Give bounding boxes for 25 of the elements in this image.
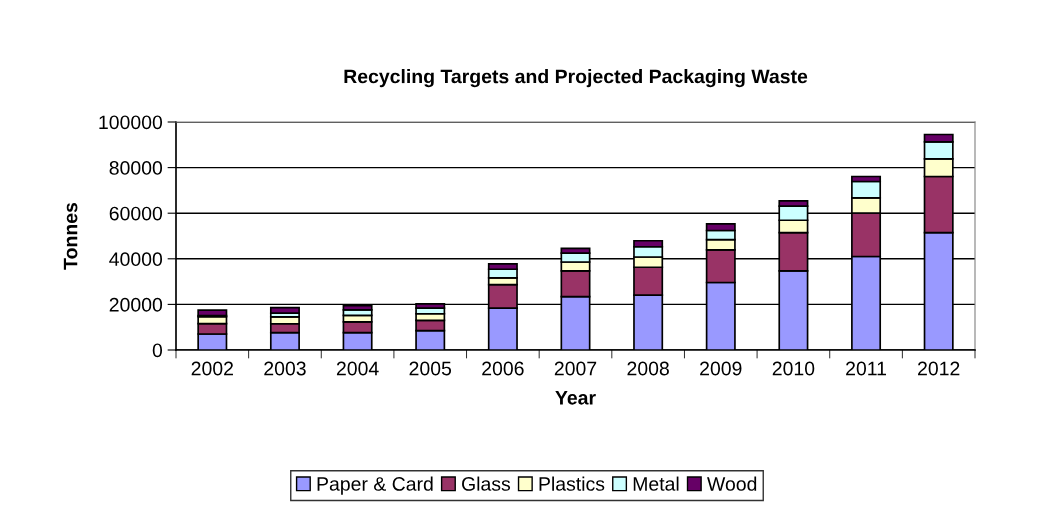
legend-label: Paper & Card: [317, 476, 433, 495]
x-tick-label: 2012: [918, 361, 960, 376]
y-tick-label: 20000: [109, 297, 163, 312]
y-tick-label: 80000: [109, 161, 163, 175]
x-tick-label: 2007: [554, 361, 597, 376]
x-tick-label: 2003: [264, 361, 306, 376]
x-tick-label: 2006: [482, 361, 524, 376]
x-tick-label: 2004: [336, 361, 379, 376]
chart-title: Recycling Targets and Projected Packaging Waste: [344, 69, 808, 88]
x-tick-label: 2002: [191, 361, 233, 376]
x-tick-label: 2011: [846, 361, 887, 376]
y-tick-label: 60000: [109, 206, 163, 221]
x-axis-title: Year: [555, 391, 596, 405]
x-tick-label: 2005: [409, 361, 452, 376]
x-tick-label: 2009: [700, 361, 742, 376]
legend-label: Glass: [462, 476, 511, 491]
y-tick-label: 100000: [99, 115, 163, 130]
legend-label: Plastics: [539, 476, 605, 491]
x-tick-label: 2008: [627, 361, 669, 376]
y-axis-title: Tonnes: [63, 202, 78, 270]
legend-label: Metal: [633, 476, 679, 491]
y-tick-label: 40000: [109, 252, 163, 267]
y-tick-label: 0: [152, 343, 163, 358]
legend-label: Wood: [707, 476, 757, 491]
x-tick-label: 2010: [772, 361, 815, 376]
